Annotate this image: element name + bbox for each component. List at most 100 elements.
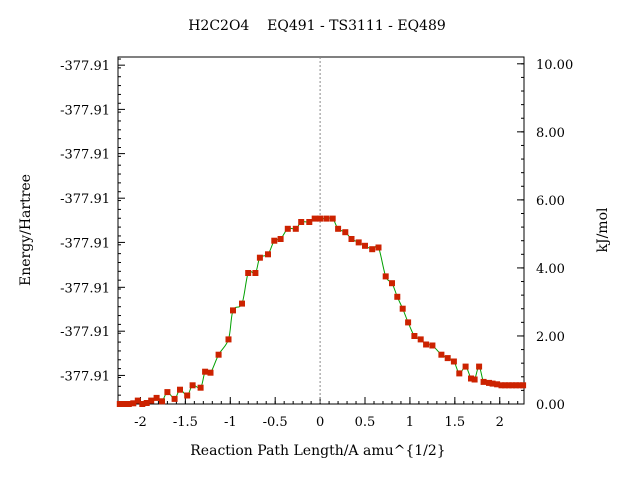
left-tick-label: -377.91 bbox=[60, 369, 110, 384]
data-point bbox=[505, 382, 512, 389]
data-point bbox=[171, 395, 178, 402]
chart-title: H2C2O4 EQ491 - TS3111 - EQ489 bbox=[188, 18, 446, 34]
x-tick-label: 2 bbox=[496, 415, 504, 430]
data-point bbox=[512, 382, 519, 389]
data-point bbox=[489, 380, 496, 387]
data-point bbox=[265, 251, 271, 258]
data-point bbox=[130, 400, 137, 407]
data-point bbox=[423, 341, 430, 348]
right-tick-label: 2.00 bbox=[536, 330, 565, 345]
x-tick-label: 1.5 bbox=[444, 415, 465, 430]
data-point bbox=[292, 225, 299, 232]
x-axis-label: Reaction Path Length/A amu^{1/2} bbox=[190, 443, 445, 459]
data-point bbox=[323, 215, 330, 222]
data-point bbox=[480, 378, 487, 385]
data-point bbox=[245, 270, 252, 276]
right-tick-label: 0.00 bbox=[536, 398, 565, 413]
data-point bbox=[159, 398, 165, 405]
data-point bbox=[335, 225, 342, 232]
data-point bbox=[476, 363, 483, 370]
data-point bbox=[202, 368, 209, 375]
data-point bbox=[471, 376, 478, 383]
data-point bbox=[516, 382, 523, 389]
data-point bbox=[284, 225, 291, 232]
x-tick-label: -1 bbox=[224, 415, 237, 430]
data-point bbox=[311, 215, 318, 222]
data-point bbox=[271, 237, 278, 244]
data-point bbox=[502, 382, 509, 389]
data-point bbox=[153, 394, 160, 401]
right-axis-label: kJ/mol bbox=[595, 207, 611, 253]
data-point bbox=[462, 363, 469, 370]
data-point bbox=[342, 229, 349, 236]
data-point bbox=[429, 342, 436, 349]
data-point bbox=[411, 333, 418, 339]
data-point bbox=[362, 242, 368, 249]
data-point bbox=[375, 244, 382, 251]
left-tick-label: -377.91 bbox=[60, 192, 110, 207]
data-point bbox=[143, 400, 150, 406]
x-tick-label: -0.5 bbox=[263, 415, 288, 430]
data-point bbox=[509, 382, 516, 389]
data-point bbox=[399, 305, 406, 312]
data-point bbox=[215, 351, 222, 358]
x-tick-label: 0 bbox=[316, 415, 324, 430]
data-point bbox=[121, 401, 128, 407]
data-point bbox=[456, 370, 463, 377]
data-point bbox=[230, 307, 236, 314]
x-tick-label: 0.5 bbox=[355, 415, 376, 430]
data-point bbox=[177, 386, 183, 393]
data-point bbox=[317, 215, 324, 222]
left-axis-label: Energy/Hartree bbox=[18, 174, 34, 286]
data-point bbox=[125, 401, 132, 407]
data-point bbox=[139, 401, 146, 407]
x-tick-label: -2 bbox=[134, 415, 147, 430]
data-point bbox=[164, 389, 171, 396]
data-point bbox=[277, 236, 284, 242]
left-tick-label: -377.91 bbox=[60, 59, 110, 74]
left-tick-label: -377.91 bbox=[60, 148, 110, 163]
data-point bbox=[520, 382, 527, 389]
data-point bbox=[306, 219, 313, 225]
data-point bbox=[394, 293, 401, 300]
data-point bbox=[498, 382, 505, 389]
data-point bbox=[355, 239, 362, 246]
data-point bbox=[450, 358, 457, 365]
data-point bbox=[468, 375, 474, 382]
data-point bbox=[239, 300, 245, 307]
data-point bbox=[348, 236, 355, 242]
data-point bbox=[369, 246, 376, 253]
data-point bbox=[382, 273, 389, 280]
x-tick-label: 1 bbox=[406, 415, 414, 430]
x-tick-label: -1.5 bbox=[173, 415, 198, 430]
right-tick-label: 10.00 bbox=[536, 58, 573, 73]
right-tick-label: 6.00 bbox=[536, 194, 565, 209]
left-tick-label: -377.91 bbox=[60, 325, 110, 340]
data-point bbox=[184, 392, 191, 399]
data-point bbox=[444, 355, 451, 362]
plot-layer: -2 -1.5 -1 -0.5 0 0.5 1 1.5 2 -377.91 -377.91 -377.… bbox=[60, 56, 573, 430]
left-tick-label: -377.91 bbox=[60, 281, 110, 296]
data-point bbox=[207, 369, 214, 376]
data-point bbox=[494, 381, 501, 388]
data-point bbox=[252, 270, 259, 276]
data-point bbox=[389, 280, 395, 287]
data-point bbox=[438, 351, 445, 358]
data-point bbox=[197, 384, 204, 391]
plot-frame bbox=[117, 56, 525, 405]
data-point bbox=[225, 336, 232, 343]
data-point bbox=[134, 397, 141, 404]
data-point bbox=[256, 254, 263, 261]
data-point bbox=[329, 215, 336, 222]
data-point bbox=[189, 382, 196, 389]
data-point bbox=[405, 319, 412, 326]
data-point bbox=[486, 379, 492, 386]
series-line bbox=[119, 217, 524, 405]
left-tick-label: -377.91 bbox=[60, 103, 110, 118]
data-point bbox=[417, 336, 424, 343]
data-point bbox=[298, 219, 305, 225]
data-point bbox=[148, 397, 155, 404]
left-tick-label: -377.91 bbox=[60, 236, 110, 251]
right-tick-label: 8.00 bbox=[536, 126, 565, 141]
